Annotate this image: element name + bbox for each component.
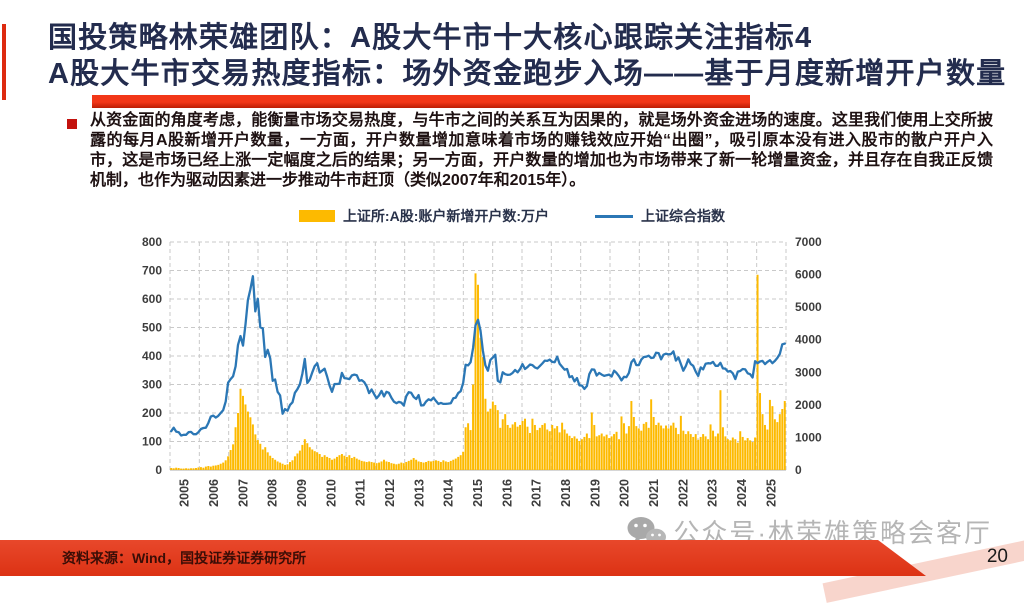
svg-text:2008: 2008 — [266, 479, 280, 507]
svg-text:2017: 2017 — [530, 479, 544, 507]
svg-text:600: 600 — [142, 292, 162, 306]
svg-text:2006: 2006 — [207, 479, 221, 507]
page-number: 20 — [986, 546, 1008, 567]
bullet-marker — [67, 119, 77, 129]
svg-text:2025: 2025 — [764, 479, 778, 507]
svg-text:4000: 4000 — [795, 333, 822, 347]
svg-text:1000: 1000 — [795, 430, 822, 444]
svg-text:2014: 2014 — [442, 479, 456, 507]
legend-label-accounts: 上证所:A股:账户新增开户数:万户 — [342, 208, 550, 224]
svg-text:7000: 7000 — [795, 235, 822, 249]
svg-text:2019: 2019 — [588, 479, 602, 507]
svg-text:2015: 2015 — [471, 479, 485, 507]
svg-text:3000: 3000 — [795, 365, 822, 379]
svg-text:300: 300 — [142, 378, 162, 392]
chart-legend: 上证所:A股:账户新增开户数:万户 上证综合指数 — [0, 206, 1024, 226]
body-paragraph: 从资金面的角度考虑，能衡量市场交易热度，与牛市之间的关系互为因果的，就是场外资金… — [90, 112, 993, 189]
svg-text:2020: 2020 — [618, 479, 632, 507]
svg-text:2018: 2018 — [559, 479, 573, 507]
svg-text:2012: 2012 — [383, 479, 397, 507]
svg-text:2009: 2009 — [295, 479, 309, 507]
left-edge-accent-bar — [2, 24, 6, 100]
svg-text:2010: 2010 — [324, 479, 338, 507]
page-title-line2: A股大牛市交易热度指标：场外资金跑步入场——基于月度新增开户数量 — [48, 58, 1007, 90]
svg-text:6000: 6000 — [795, 268, 822, 282]
svg-text:800: 800 — [142, 235, 162, 249]
svg-text:5000: 5000 — [795, 300, 822, 314]
watermark: 公众号·林荣雄策略会客厅 — [627, 513, 992, 550]
svg-text:2011: 2011 — [354, 479, 368, 506]
svg-text:700: 700 — [142, 264, 162, 278]
page-title-line1: 国投策略林荣雄团队：A股大牛市十大核心跟踪关注指标4 — [48, 22, 813, 54]
svg-text:2021: 2021 — [647, 479, 661, 507]
svg-text:2016: 2016 — [500, 479, 514, 507]
footer-band: 资料来源：Wind，国投证券证券研究所 — [0, 540, 926, 576]
svg-text:100: 100 — [142, 435, 162, 449]
svg-text:2023: 2023 — [706, 479, 720, 507]
source-attribution: 资料来源：Wind，国投证券证券研究所 — [62, 550, 307, 566]
svg-text:400: 400 — [142, 349, 162, 363]
svg-text:500: 500 — [142, 321, 162, 335]
svg-text:0: 0 — [155, 463, 162, 477]
svg-text:2013: 2013 — [412, 479, 426, 507]
legend-label-index: 上证综合指数 — [641, 208, 726, 224]
slide: { "slide": { "title_line1": "国投策略林荣雄团队：A… — [0, 20, 1024, 603]
title-underline-bar — [92, 95, 750, 108]
svg-text:2022: 2022 — [676, 479, 690, 507]
svg-text:2000: 2000 — [795, 398, 822, 412]
svg-text:2024: 2024 — [735, 479, 749, 507]
svg-text:2007: 2007 — [236, 479, 250, 507]
title-block: 国投策略林荣雄团队：A股大牛市十大核心跟踪关注指标4 A股大牛市交易热度指标：场… — [48, 20, 1023, 92]
line-series-swatch — [595, 214, 634, 218]
dual-axis-chart: 0 100 200 300 400 500 600 700 800 0 1000 2000 3000 40… — [142, 235, 822, 507]
legend-item-accounts: 上证所:A股:账户新增开户数:万户 — [298, 206, 550, 226]
svg-text:0: 0 — [795, 463, 802, 477]
bar-series-swatch — [298, 210, 335, 222]
wechat-icon — [627, 516, 667, 547]
svg-text:200: 200 — [142, 406, 162, 420]
svg-text:2005: 2005 — [178, 479, 192, 507]
legend-item-index: 上证综合指数 — [595, 206, 725, 226]
